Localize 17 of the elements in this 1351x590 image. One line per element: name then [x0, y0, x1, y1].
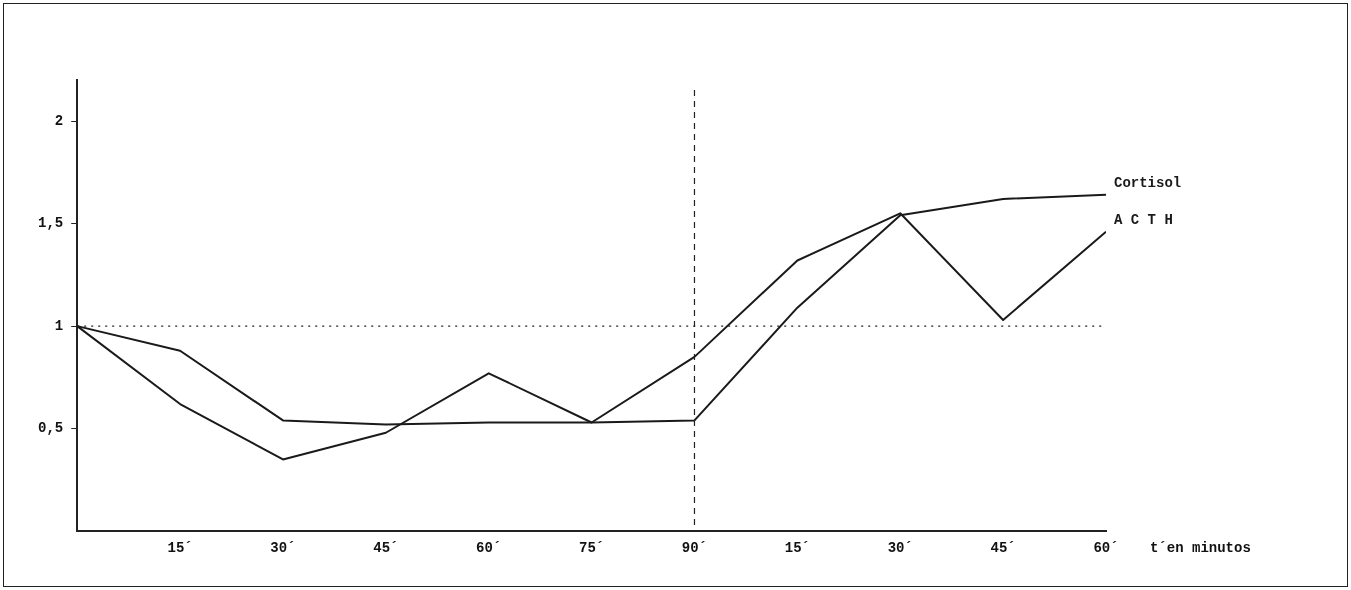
x-tick-label: 60´ [1093, 540, 1119, 557]
x-tick-label: 30´ [887, 540, 913, 557]
x-tick-label: 15´ [167, 540, 193, 557]
y-tick-label: 0,5 [37, 420, 64, 437]
series-label: Cortisol [1114, 175, 1182, 192]
x-tick-label: 15´ [784, 540, 810, 557]
y-tick-label: 2 [54, 112, 64, 129]
y-tick-label: 1 [54, 317, 64, 334]
x-tick-label: 90´ [681, 540, 708, 557]
series-label: A C T H [1114, 212, 1173, 229]
x-tick-label: 45´ [373, 540, 399, 557]
x-axis-title: t´en minutos [1150, 539, 1251, 556]
x-tick-label: 60´ [476, 540, 502, 557]
y-tick-label: 1,5 [37, 215, 64, 232]
x-tick-label: 75´ [578, 540, 605, 557]
x-tick-label: 30´ [270, 540, 296, 557]
x-tick-label: 45´ [990, 540, 1016, 557]
